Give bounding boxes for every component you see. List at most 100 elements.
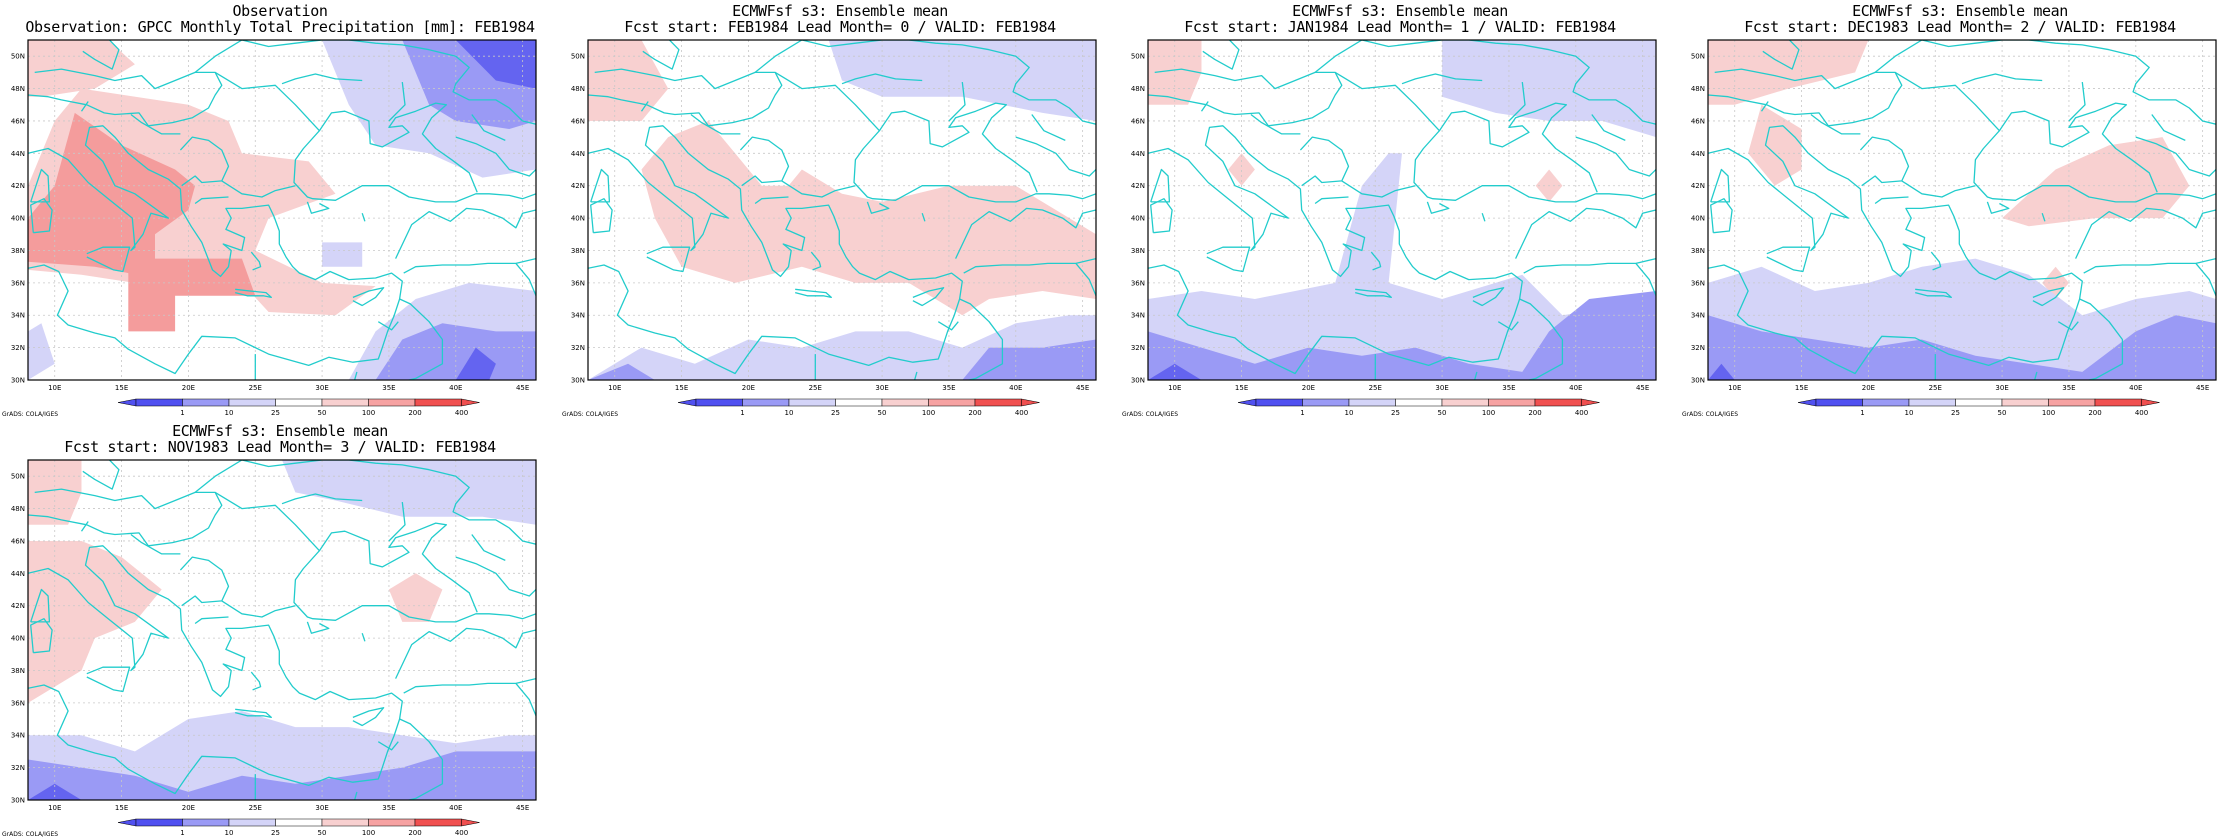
lat-tick-label: 48N: [1691, 85, 1705, 93]
coastline: [1015, 136, 1096, 177]
precip-map: 10E 15E 20E 25E 30E 35E 40E 45E 30N 32N 34N 36N 38N 4…: [1682, 39, 2217, 418]
coastline: [2057, 321, 2079, 331]
coastline: [1635, 262, 1656, 297]
map-frame: [1147, 39, 1657, 381]
colorbar-label: 400: [455, 409, 468, 417]
coastline: [754, 40, 1096, 125]
coastline: [515, 682, 536, 717]
coastline: [2075, 207, 2216, 259]
coastline: [1202, 40, 1240, 70]
coastline: [399, 718, 444, 800]
lon-tick-label: 30E: [315, 804, 328, 812]
lat-tick-label: 32N: [11, 764, 25, 772]
lon-tick-label: 40E: [2129, 384, 2142, 392]
precip-contour-area: [588, 363, 655, 380]
lat-tick-label: 48N: [11, 505, 25, 513]
precip-contour-area: [28, 751, 536, 800]
coastline: [2195, 262, 2216, 297]
precip-contour-area: [828, 40, 1096, 121]
coastline: [455, 136, 536, 177]
precip-map: 10E 15E 20E 25E 30E 35E 40E 45E 30N 32N 34N 36N 38N 4…: [2, 39, 537, 418]
coastline: [1481, 212, 1486, 222]
precip-contour-area: [28, 541, 162, 703]
grads-credit: GrADS: COLA/IGES: [1122, 411, 1178, 418]
lat-tick-label: 44N: [11, 570, 25, 578]
coastline: [955, 207, 1096, 259]
precip-contour-area: [2002, 137, 2190, 227]
coastline: [1998, 102, 2158, 193]
lon-tick-label: 35E: [1502, 384, 1515, 392]
colorbar-label: 50: [1438, 409, 1447, 417]
colorbar-label: 25: [271, 409, 280, 417]
coastline: [86, 246, 131, 273]
coastline: [1575, 136, 1656, 177]
coastline: [795, 288, 832, 299]
coastline: [30, 618, 53, 654]
lon-tick-label: 20E: [1302, 384, 1315, 392]
colorbar-label: 400: [2135, 409, 2148, 417]
lon-tick-label: 15E: [1235, 384, 1248, 392]
colorbar-label: 1: [1300, 409, 1304, 417]
panel-title: ECMWFsf s3: Ensemble mean: [1292, 2, 1508, 20]
colorbar-arrow-left: [677, 398, 697, 407]
coastlines: [1148, 40, 1656, 380]
panel-forecast-lead1: ECMWFsf s3: Ensemble mean Fcst start: JA…: [1120, 0, 1680, 420]
lat-tick-label: 38N: [1691, 247, 1705, 255]
lon-tick-label: 25E: [249, 384, 262, 392]
lat-tick-label: 30N: [11, 377, 25, 385]
colorbar-segment: [881, 398, 929, 407]
lon-tick-label: 40E: [1009, 384, 1022, 392]
coastline: [388, 82, 406, 122]
coastline: [1031, 114, 1066, 141]
colorbar-segment: [414, 818, 462, 827]
colorbar-segment: [182, 818, 230, 827]
colorbar-segment: [321, 818, 369, 827]
lat-tick-label: 38N: [1131, 247, 1145, 255]
colorbar-label: 25: [831, 409, 840, 417]
colorbar-segment: [1534, 398, 1582, 407]
colorbar-segment: [1302, 398, 1350, 407]
coastlines: [1708, 40, 2216, 380]
lat-tick-label: 38N: [11, 667, 25, 675]
lon-tick-label: 10E: [608, 384, 621, 392]
coastline: [515, 262, 536, 297]
coastline: [1810, 113, 1861, 135]
colorbar-segment: [1862, 398, 1910, 407]
precip-contour-area: [28, 323, 55, 380]
lat-tick-label: 34N: [11, 732, 25, 740]
coastline: [214, 491, 536, 623]
coastline: [1901, 180, 1976, 198]
precip-contour-area: [282, 460, 536, 525]
precip-map: 10E 15E 20E 25E 30E 35E 40E 45E 30N 32N 34N 36N 38N 4…: [2, 459, 537, 838]
panel-forecast-lead0: ECMWFsf s3: Ensemble mean Fcst start: FE…: [560, 0, 1120, 420]
colorbar-label: 200: [968, 409, 981, 417]
map-frame: [1707, 39, 2217, 381]
colorbar-label: 50: [318, 409, 327, 417]
colorbar-arrow-right: [1581, 398, 1600, 407]
lon-tick-label: 45E: [516, 804, 529, 812]
lat-tick-label: 40N: [571, 215, 585, 223]
colorbar-arrow-right: [461, 398, 480, 407]
colorbar-segment: [414, 398, 462, 407]
coastline: [80, 101, 89, 112]
lat-tick-label: 30N: [1131, 377, 1145, 385]
lon-tick-label: 45E: [516, 384, 529, 392]
lon-tick-label: 45E: [2196, 384, 2209, 392]
lon-tick-label: 35E: [382, 384, 395, 392]
grads-credit: GrADS: COLA/IGES: [2, 411, 58, 418]
colorbar-segment: [928, 398, 976, 407]
precip-field: [28, 460, 536, 800]
precip-contour-area: [2042, 266, 2069, 299]
lon-tick-label: 35E: [382, 804, 395, 812]
coastline: [1961, 73, 2043, 85]
precip-map: 10E 15E 20E 25E 30E 35E 40E 45E 30N 32N 34N 36N 38N 4…: [562, 39, 1097, 418]
colorbar-arrow-left: [117, 398, 137, 407]
coastline: [130, 113, 181, 135]
colorbar-segment: [275, 398, 323, 407]
lon-tick-label: 10E: [48, 804, 61, 812]
lon-tick-label: 40E: [1569, 384, 1582, 392]
lon-tick-label: 40E: [449, 384, 462, 392]
colorbar-segment: [788, 398, 836, 407]
coastline: [2032, 287, 2065, 307]
coastline: [1314, 196, 1349, 205]
